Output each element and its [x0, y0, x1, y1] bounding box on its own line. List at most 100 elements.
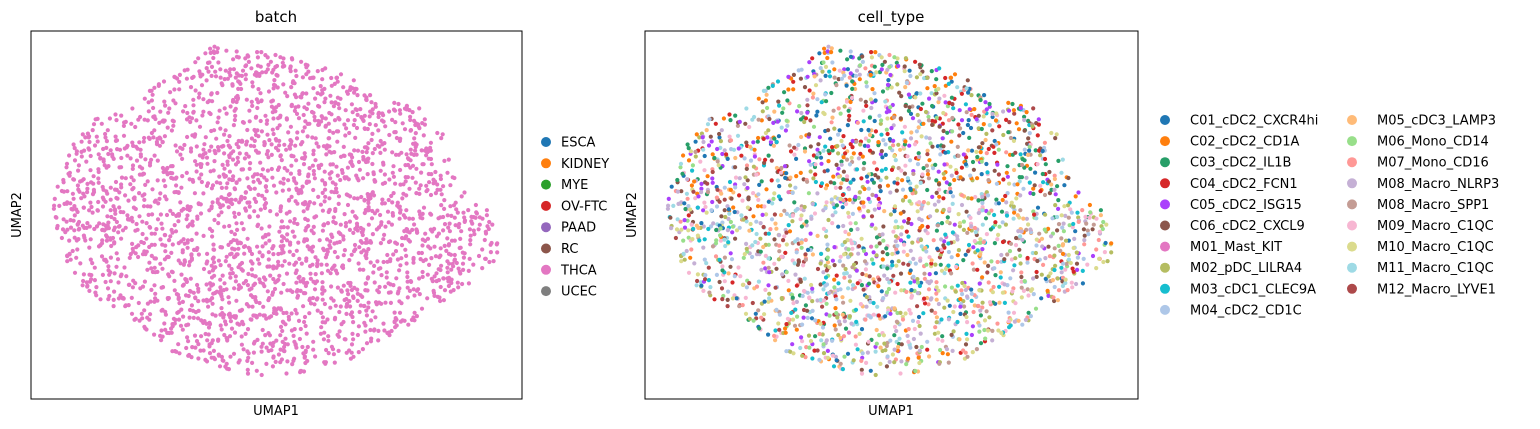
batch-point	[130, 285, 135, 290]
batch-point	[169, 326, 174, 331]
batch-point	[199, 172, 204, 177]
batch-point	[323, 124, 328, 129]
batch-point	[176, 219, 181, 224]
cell-type-point-m10-macro-c1qc	[918, 72, 923, 77]
cell-type-point-m09-macro-c1qc	[1011, 310, 1017, 315]
cell-type-point-c02-cdc2-cd1a	[832, 67, 837, 72]
batch-point	[320, 190, 325, 195]
batch-point	[194, 144, 199, 149]
batch-point	[62, 201, 67, 206]
cell-type-point-m03-cdc1-clec9a	[946, 241, 951, 246]
batch-point	[51, 206, 57, 211]
batch-point	[287, 249, 292, 254]
batch-point	[93, 117, 98, 122]
cell-type-point-c06-cdc2-cxcl9	[930, 122, 935, 127]
batch-point	[70, 248, 75, 254]
cell-type-point-m10-macro-c1qc	[1019, 295, 1024, 300]
cell-type-point-m02-pdc-lilra4	[693, 154, 698, 159]
cell-type-point-m05-cdc3-lamp3	[957, 337, 962, 342]
batch-point	[386, 239, 392, 245]
cell-type-point-m09-macro-c1qc	[903, 163, 908, 168]
batch-point	[389, 222, 394, 227]
cell-type-point-m09-macro-c1qc	[801, 263, 806, 268]
cell-type-point-m06-mono-cd14	[806, 191, 812, 196]
cell-type-point-m04-cdc2-cd1c	[808, 162, 813, 167]
batch-point	[219, 210, 224, 215]
batch-point	[173, 143, 178, 148]
cell-type-point-m12-macro-lyve1	[719, 286, 725, 291]
batch-point	[294, 248, 299, 253]
batch-point	[406, 162, 411, 168]
batch-point	[228, 319, 233, 324]
cell-type-point-m02-pdc-lilra4	[910, 240, 915, 245]
cell-type-point-m10-macro-c1qc	[742, 252, 747, 257]
cell-type-point-m08-macro-spp1	[1084, 221, 1089, 226]
batch-point	[292, 217, 297, 222]
cell-type-point-m10-macro-c1qc	[957, 221, 963, 226]
cell-type-point-c03-cdc2-il1b	[930, 103, 935, 109]
cell-type-point-m11-macro-c1qc	[1017, 179, 1022, 184]
batch-point	[234, 180, 239, 185]
cell-type-point-m08-macro-nlrp3	[725, 204, 730, 209]
batch-point	[434, 271, 439, 276]
batch-point	[187, 208, 192, 213]
batch-point	[227, 223, 232, 229]
cell-type-point-m10-macro-c1qc	[1026, 222, 1031, 227]
batch-point	[299, 368, 304, 374]
cell-type-point-m08-macro-nlrp3	[815, 298, 820, 303]
batch-point	[427, 180, 432, 185]
batch-point	[394, 241, 400, 246]
cell-type-point-m07-mono-cd16	[872, 160, 877, 165]
cell-type-point-m04-cdc2-cd1c	[756, 192, 761, 197]
cell-type-point-c06-cdc2-cxcl9	[929, 308, 934, 313]
cell-type-point-m07-mono-cd16	[995, 259, 1000, 265]
batch-point	[226, 295, 231, 300]
cell-type-point-m07-mono-cd16	[961, 348, 966, 353]
batch-point	[139, 311, 144, 316]
batch-point	[357, 267, 362, 272]
batch-point	[327, 144, 332, 149]
batch-point	[307, 311, 312, 316]
batch-point	[461, 255, 466, 260]
batch-point	[303, 200, 308, 205]
batch-point	[405, 175, 410, 180]
cell-type-point-m02-pdc-lilra4	[923, 109, 929, 115]
cell-type-points	[665, 44, 1114, 378]
cell-type-point-c05-cdc2-isg15	[912, 279, 917, 284]
cell-type-point-c03-cdc2-il1b	[939, 221, 945, 226]
batch-point	[361, 176, 366, 181]
batch-point	[371, 170, 376, 175]
batch-point	[64, 161, 70, 166]
cell-type-point-c06-cdc2-cxcl9	[941, 144, 946, 149]
cell-type-point-m06-mono-cd14	[821, 60, 826, 65]
cell-type-point-m08-macro-spp1	[964, 110, 969, 115]
batch-point	[236, 283, 242, 288]
cell-type-point-c05-cdc2-isg15	[752, 154, 758, 159]
batch-point	[206, 69, 211, 74]
batch-point	[297, 274, 302, 279]
cell-type-point-m02-pdc-lilra4	[1053, 263, 1058, 268]
batch-point	[294, 181, 299, 186]
cell-type-point-m08-macro-spp1	[862, 259, 868, 264]
batch-point	[414, 314, 419, 319]
batch-point	[123, 225, 128, 230]
batch-point	[419, 250, 424, 256]
batch-point	[181, 109, 186, 114]
cell-type-point-m08-macro-nlrp3	[831, 202, 836, 207]
batch-point	[198, 74, 203, 79]
batch-point	[421, 133, 426, 138]
cell-type-point-m06-mono-cd14	[919, 344, 924, 350]
cell-type-point-m03-cdc1-clec9a	[726, 240, 731, 245]
cell-type-point-m11-macro-c1qc	[684, 191, 690, 196]
batch-point	[226, 367, 231, 372]
cell-type-point-m02-pdc-lilra4	[847, 279, 853, 284]
batch-point	[206, 325, 212, 330]
cell-type-point-m08-macro-spp1	[693, 149, 698, 154]
cell-type-point-m04-cdc2-cd1c	[1075, 255, 1080, 260]
batch-point	[265, 289, 270, 294]
cell-type-point-m02-pdc-lilra4	[961, 227, 967, 232]
cell-type-point-c01-cdc2-cxcr4hi	[699, 221, 704, 226]
batch-point	[234, 71, 239, 76]
cell-type-point-c01-cdc2-cxcr4hi	[914, 91, 919, 96]
